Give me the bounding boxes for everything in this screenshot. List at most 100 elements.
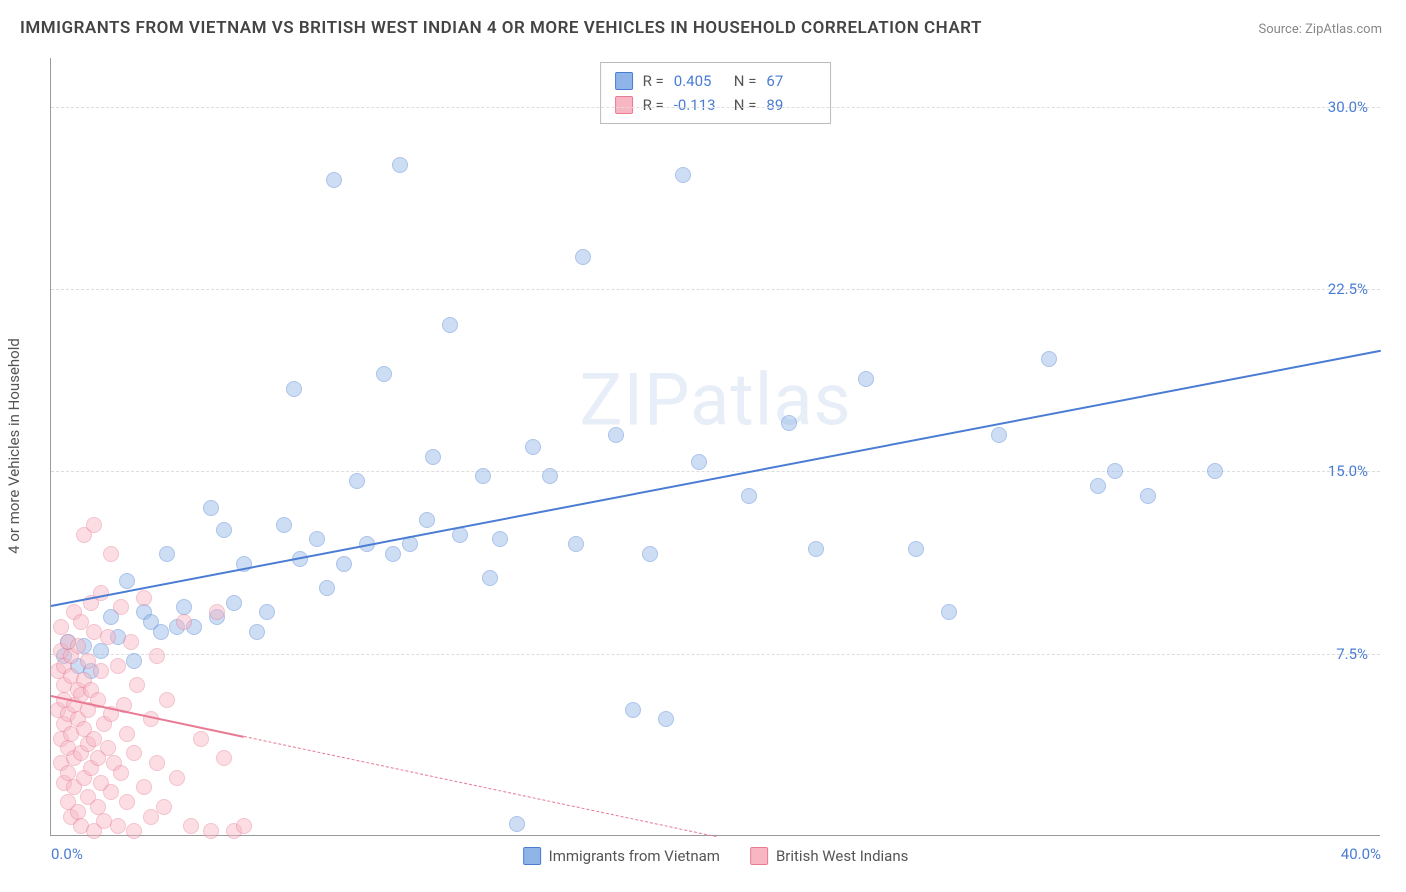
data-point-bwi bbox=[70, 638, 86, 654]
data-point-vietnam bbox=[642, 546, 658, 562]
data-point-bwi bbox=[53, 619, 69, 635]
trend-line bbox=[51, 350, 1381, 607]
data-point-vietnam bbox=[575, 249, 591, 265]
data-point-vietnam bbox=[259, 604, 275, 620]
data-point-vietnam bbox=[475, 468, 491, 484]
legend-item-vietnam: Immigrants from Vietnam bbox=[523, 847, 720, 865]
data-point-bwi bbox=[60, 765, 76, 781]
data-point-vietnam bbox=[509, 816, 525, 832]
data-point-bwi bbox=[176, 614, 192, 630]
data-point-bwi bbox=[136, 779, 152, 795]
data-point-vietnam bbox=[159, 546, 175, 562]
data-point-vietnam bbox=[349, 473, 365, 489]
data-point-bwi bbox=[129, 677, 145, 693]
data-point-vietnam bbox=[419, 512, 435, 528]
data-point-bwi bbox=[126, 823, 142, 839]
y-tick-label: 30.0% bbox=[1328, 98, 1368, 116]
data-point-bwi bbox=[103, 784, 119, 800]
data-point-bwi bbox=[70, 804, 86, 820]
data-point-vietnam bbox=[176, 599, 192, 615]
data-point-bwi bbox=[119, 726, 135, 742]
data-point-vietnam bbox=[336, 556, 352, 572]
stats-row-vietnam: R = 0.405 N = 67 bbox=[615, 69, 817, 93]
y-axis-label: 4 or more Vehicles in Household bbox=[5, 338, 23, 554]
data-point-vietnam bbox=[1107, 463, 1123, 479]
correlation-chart: IMMIGRANTS FROM VIETNAM VS BRITISH WEST … bbox=[0, 0, 1406, 892]
data-point-vietnam bbox=[126, 653, 142, 669]
swatch-bwi bbox=[750, 847, 768, 865]
data-point-bwi bbox=[100, 740, 116, 756]
data-point-vietnam bbox=[326, 172, 342, 188]
data-point-bwi bbox=[193, 731, 209, 747]
data-point-bwi bbox=[90, 799, 106, 815]
legend-label: British West Indians bbox=[776, 847, 908, 865]
data-point-vietnam bbox=[319, 580, 335, 596]
swatch-vietnam bbox=[615, 72, 633, 90]
data-point-vietnam bbox=[309, 531, 325, 547]
data-point-vietnam bbox=[858, 371, 874, 387]
data-point-bwi bbox=[110, 658, 126, 674]
legend-item-bwi: British West Indians bbox=[750, 847, 908, 865]
chart-title: IMMIGRANTS FROM VIETNAM VS BRITISH WEST … bbox=[20, 18, 982, 38]
data-point-vietnam bbox=[658, 711, 674, 727]
n-value: 67 bbox=[766, 69, 816, 93]
swatch-bwi bbox=[615, 96, 633, 114]
data-point-vietnam bbox=[226, 595, 242, 611]
data-point-vietnam bbox=[525, 439, 541, 455]
data-point-vietnam bbox=[249, 624, 265, 640]
data-point-bwi bbox=[149, 648, 165, 664]
data-point-vietnam bbox=[119, 573, 135, 589]
gridline bbox=[51, 289, 1380, 290]
x-tick-label: 40.0% bbox=[1341, 845, 1381, 863]
x-tick-label: 0.0% bbox=[51, 845, 83, 863]
data-point-bwi bbox=[93, 663, 109, 679]
r-label: R = bbox=[643, 69, 664, 93]
data-point-vietnam bbox=[385, 546, 401, 562]
data-point-vietnam bbox=[442, 317, 458, 333]
data-point-vietnam bbox=[492, 531, 508, 547]
data-point-bwi bbox=[136, 590, 152, 606]
data-point-vietnam bbox=[542, 468, 558, 484]
stats-row-bwi: R =-0.113N =89 bbox=[615, 93, 817, 117]
data-point-bwi bbox=[119, 794, 135, 810]
swatch-vietnam bbox=[523, 847, 541, 865]
data-point-vietnam bbox=[482, 570, 498, 586]
data-point-bwi bbox=[156, 799, 172, 815]
stats-legend-box: R =0.405N =67R =-0.113N =89 bbox=[600, 62, 832, 124]
data-point-bwi bbox=[110, 818, 126, 834]
r-value: 0.405 bbox=[674, 69, 724, 93]
data-point-vietnam bbox=[1041, 351, 1057, 367]
data-point-vietnam bbox=[203, 500, 219, 516]
data-point-vietnam bbox=[1090, 478, 1106, 494]
data-point-vietnam bbox=[153, 624, 169, 640]
data-point-vietnam bbox=[93, 643, 109, 659]
data-point-vietnam bbox=[625, 702, 641, 718]
data-point-vietnam bbox=[991, 427, 1007, 443]
data-point-vietnam bbox=[941, 604, 957, 620]
data-point-vietnam bbox=[741, 488, 757, 504]
data-point-bwi bbox=[123, 634, 139, 650]
data-point-bwi bbox=[209, 604, 225, 620]
data-point-vietnam bbox=[425, 449, 441, 465]
trend-line bbox=[244, 736, 716, 837]
data-point-vietnam bbox=[675, 167, 691, 183]
data-point-vietnam bbox=[568, 536, 584, 552]
data-point-vietnam bbox=[1207, 463, 1223, 479]
n-label: N = bbox=[734, 93, 757, 117]
data-point-bwi bbox=[113, 765, 129, 781]
data-point-vietnam bbox=[781, 415, 797, 431]
series-legend: Immigrants from Vietnam British West Indi… bbox=[523, 847, 909, 865]
data-point-vietnam bbox=[608, 427, 624, 443]
data-point-vietnam bbox=[216, 522, 232, 538]
data-point-bwi bbox=[169, 770, 185, 786]
n-value: 89 bbox=[766, 93, 816, 117]
data-point-bwi bbox=[126, 745, 142, 761]
plot-area: ZIPatlas R =0.405N =67R =-0.113N =89 Imm… bbox=[50, 58, 1380, 836]
data-point-vietnam bbox=[286, 381, 302, 397]
data-point-bwi bbox=[100, 629, 116, 645]
gridline bbox=[51, 654, 1380, 655]
n-label: N = bbox=[734, 69, 757, 93]
data-point-vietnam bbox=[276, 517, 292, 533]
data-point-vietnam bbox=[1140, 488, 1156, 504]
data-point-vietnam bbox=[392, 157, 408, 173]
